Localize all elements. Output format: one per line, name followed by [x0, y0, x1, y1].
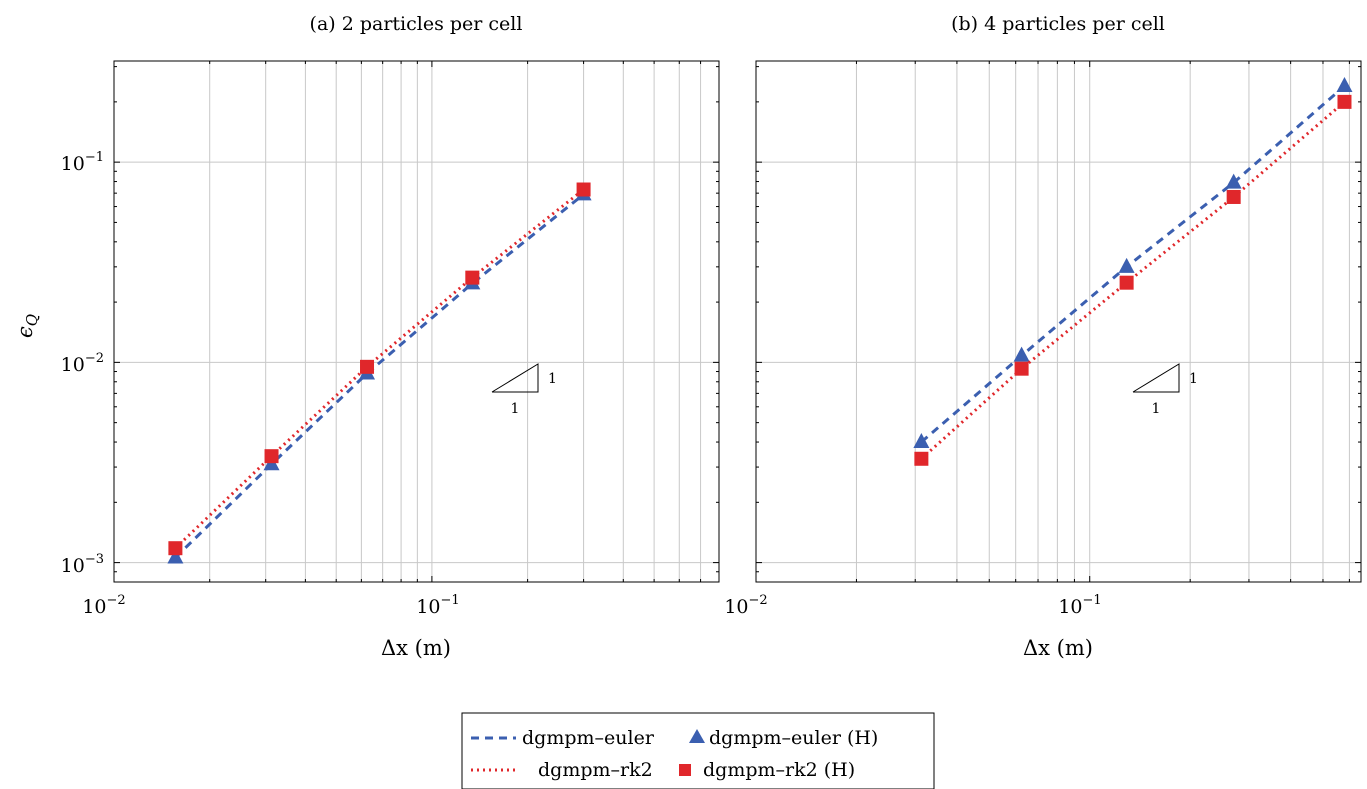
legend-frame — [461, 712, 935, 789]
square-marker — [1014, 361, 1029, 376]
tick-exponent: −3 — [85, 552, 104, 567]
triangle-marker — [913, 433, 930, 449]
panel-a-title: (a) 2 particles per cell — [310, 13, 523, 35]
triangle-marker — [1013, 346, 1030, 362]
slope-rise-label: 1 — [1189, 371, 1198, 387]
slope-run-label: 1 — [1152, 401, 1161, 417]
legend-label: dgmpm–rk2 — [538, 759, 653, 781]
square-marker — [1226, 189, 1241, 204]
panel-b-frame — [755, 60, 1362, 583]
dashed-series-line — [920, 84, 1346, 444]
triangle-marker — [1225, 173, 1242, 189]
panel-a-frame — [113, 60, 720, 583]
panel-a-grid — [114, 61, 719, 582]
panel-a: (a) 2 particles per cell 1 1 10−2 10−1 1… — [13, 13, 720, 660]
x-tick-label: 10−1 — [1058, 593, 1101, 618]
y-tick-label: 10−1 — [61, 150, 104, 175]
slope-run-label: 1 — [511, 401, 520, 417]
square-marker-icon — [679, 764, 691, 776]
dashed-series-line — [174, 193, 585, 559]
panel-b-series — [913, 77, 1353, 466]
square-marker — [1337, 94, 1352, 109]
y-axis-subscript: Q — [23, 314, 41, 326]
triangle-marker — [167, 548, 184, 564]
tick-exponent: −2 — [749, 593, 768, 608]
square-marker — [168, 541, 183, 556]
tick-exponent: −1 — [1083, 593, 1102, 608]
square-marker — [576, 182, 591, 197]
y-tick-label: 10−3 — [61, 552, 104, 577]
y-tick-label: 10−2 — [61, 351, 104, 376]
x-tick-label: 10−2 — [724, 593, 767, 618]
legend-label: dgmpm–euler (H) — [709, 727, 878, 749]
square-marker — [360, 359, 375, 374]
panel-a-slope-triangle: 1 1 — [491, 363, 557, 417]
square-marker — [1119, 275, 1134, 290]
panel-b-x-axis-label: Δx (m) — [1023, 636, 1093, 660]
triangle-marker — [1118, 257, 1135, 273]
panel-b: (b) 4 particles per cell 1 1 10−2 10−1 Δ… — [724, 13, 1362, 660]
y-axis-label: ϵQ — [13, 314, 41, 338]
panel-a-x-axis-label: Δx (m) — [381, 636, 451, 660]
legend-label: dgmpm–euler — [522, 727, 655, 749]
triangle-marker — [1336, 77, 1353, 93]
panel-b-title: (b) 4 particles per cell — [951, 13, 1165, 35]
panel-a-ticks — [114, 61, 719, 582]
legend-entry-rk2-h: dgmpm–rk2 (H) — [679, 759, 855, 781]
tick-exponent: −1 — [85, 150, 104, 165]
legend-entry-euler: dgmpm–euler — [471, 727, 655, 749]
square-marker — [914, 451, 929, 466]
tick-exponent: −2 — [85, 351, 104, 366]
panel-b-grid — [756, 61, 1361, 582]
panel-b-ticks — [756, 61, 1361, 582]
square-marker — [264, 449, 279, 464]
tick-exponent: −2 — [107, 593, 126, 608]
x-tick-label: 10−2 — [82, 593, 125, 618]
y-axis-symbol: ϵ — [13, 326, 37, 338]
triangle-marker-icon — [689, 729, 705, 743]
tick-exponent: −1 — [441, 593, 460, 608]
x-tick-label: 10−1 — [416, 593, 459, 618]
slope-triangle-shape — [1132, 363, 1180, 393]
panel-a-series — [167, 182, 592, 564]
legend-entry-rk2: dgmpm–rk2 — [471, 759, 653, 781]
legend: dgmpm–euler dgmpm–euler (H) dgmpm–rk2 dg… — [461, 712, 935, 789]
slope-triangle-shape — [491, 363, 539, 393]
panel-b-slope-triangle: 1 1 — [1132, 363, 1198, 417]
square-marker — [465, 270, 480, 285]
legend-entry-euler-h: dgmpm–euler (H) — [689, 727, 878, 749]
slope-rise-label: 1 — [548, 371, 557, 387]
legend-label: dgmpm–rk2 (H) — [703, 759, 855, 781]
